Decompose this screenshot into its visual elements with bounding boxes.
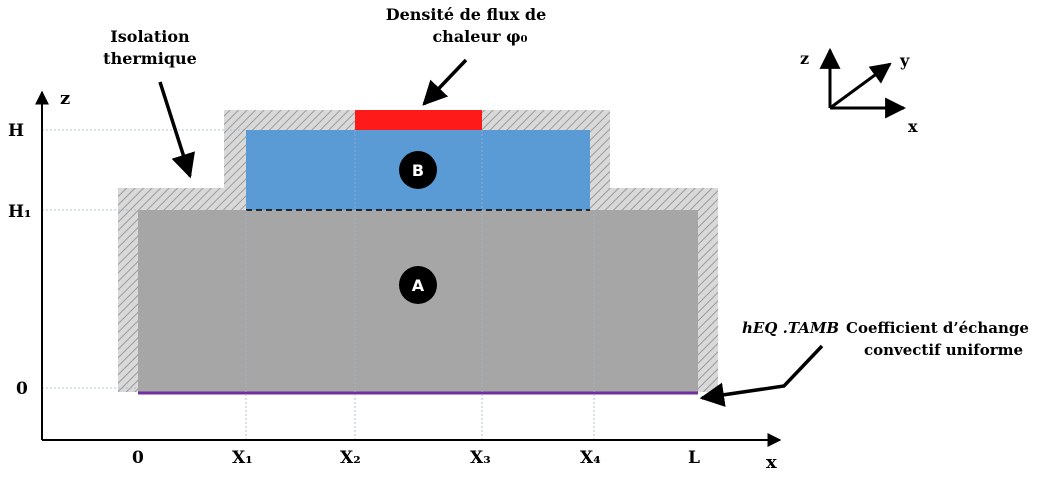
x-tick-x3: X₃ <box>470 448 491 468</box>
convective-label-line2: convectif uniforme <box>864 341 1023 359</box>
triad-x-label: x <box>908 117 918 136</box>
z-axis-label: z <box>60 88 70 109</box>
heat-flux-label-line1: Densité de flux de <box>386 5 547 24</box>
insulation-label-line1: Isolation <box>110 27 190 46</box>
heat-flux-source <box>355 110 482 130</box>
triad-y-label: y <box>899 51 910 70</box>
x-tick-x4: X₄ <box>580 448 601 468</box>
insulation-arrow <box>158 81 195 179</box>
x-axis-label: x <box>766 452 777 473</box>
region-a-label: A <box>412 276 425 295</box>
x-tick-l: L <box>688 448 700 468</box>
x-tick-zero: 0 <box>132 448 144 468</box>
insulation-label-line2: thermique <box>103 49 197 68</box>
x-tick-x1: X₁ <box>232 448 253 468</box>
convective-symbol: hEQ .TAMB <box>742 319 839 337</box>
coordinate-triad: z y x <box>800 47 918 136</box>
heat-flux-label-line2: chaleur φ₀ <box>432 27 527 46</box>
z-tick-h1: H₁ <box>8 202 32 222</box>
x-tick-x2: X₂ <box>340 448 361 468</box>
region-b-label: B <box>412 161 424 180</box>
region-a-badge <box>399 266 437 304</box>
guide-lines <box>42 129 595 440</box>
convective-label-line1: Coefficient d’échange <box>846 319 1029 337</box>
convective-arrow <box>699 344 824 407</box>
heat-flux-arrow <box>422 58 468 106</box>
z-tick-h: H <box>8 121 24 141</box>
triad-z-label: z <box>800 49 809 68</box>
z-tick-zero: 0 <box>16 379 28 399</box>
region-b-badge <box>399 151 437 189</box>
